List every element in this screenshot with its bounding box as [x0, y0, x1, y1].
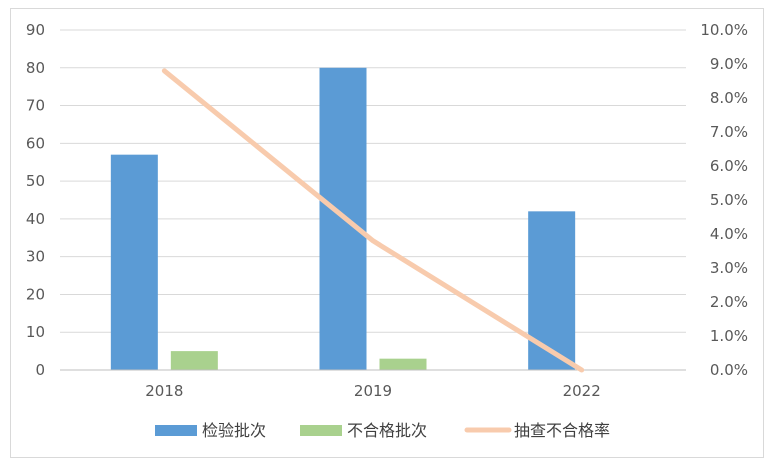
- legend-label: 检验批次: [202, 421, 266, 440]
- y-left-tick-label: 80: [26, 59, 45, 77]
- line-series-rate: [161, 68, 585, 373]
- x-tick-label: 2022: [563, 382, 601, 400]
- y-right-tick-label: 10.0%: [700, 21, 748, 39]
- legend-label: 抽查不合格率: [514, 421, 610, 440]
- y-right-tick-label: 0.0%: [710, 361, 748, 379]
- y-right-tick-label: 1.0%: [710, 327, 748, 345]
- y-left-tick-label: 30: [26, 248, 45, 266]
- y-right-tick-label: 6.0%: [710, 157, 748, 175]
- y-left-tick-label: 40: [26, 210, 45, 228]
- y-left-tick-label: 20: [26, 285, 45, 303]
- y-left-tick-label: 60: [26, 134, 45, 152]
- bar-inspected: [110, 154, 158, 370]
- x-tick-label: 2019: [354, 382, 392, 400]
- legend-label: 不合格批次: [347, 421, 427, 440]
- bar-inspected: [528, 211, 576, 370]
- y-right-tick-label: 9.0%: [710, 55, 748, 73]
- bar-failed: [379, 358, 427, 370]
- y-right-tick-label: 3.0%: [710, 259, 748, 277]
- y-right-tick-label: 8.0%: [710, 89, 748, 107]
- y-left-tick-label: 50: [26, 172, 45, 190]
- y-left-tick-label: 10: [26, 323, 45, 341]
- bar-failed: [170, 351, 218, 370]
- y-right-tick-label: 7.0%: [710, 123, 748, 141]
- y-right-tick-label: 4.0%: [710, 225, 748, 243]
- y-left-tick-label: 90: [26, 21, 45, 39]
- y-left-tick-label: 70: [26, 97, 45, 115]
- x-tick-label: 2018: [145, 382, 183, 400]
- y-right-tick-label: 5.0%: [710, 191, 748, 209]
- legend-swatch: [300, 425, 342, 436]
- legend-swatch: [155, 425, 197, 436]
- y-left-tick-label: 0: [35, 361, 45, 379]
- y-right-tick-label: 2.0%: [710, 293, 748, 311]
